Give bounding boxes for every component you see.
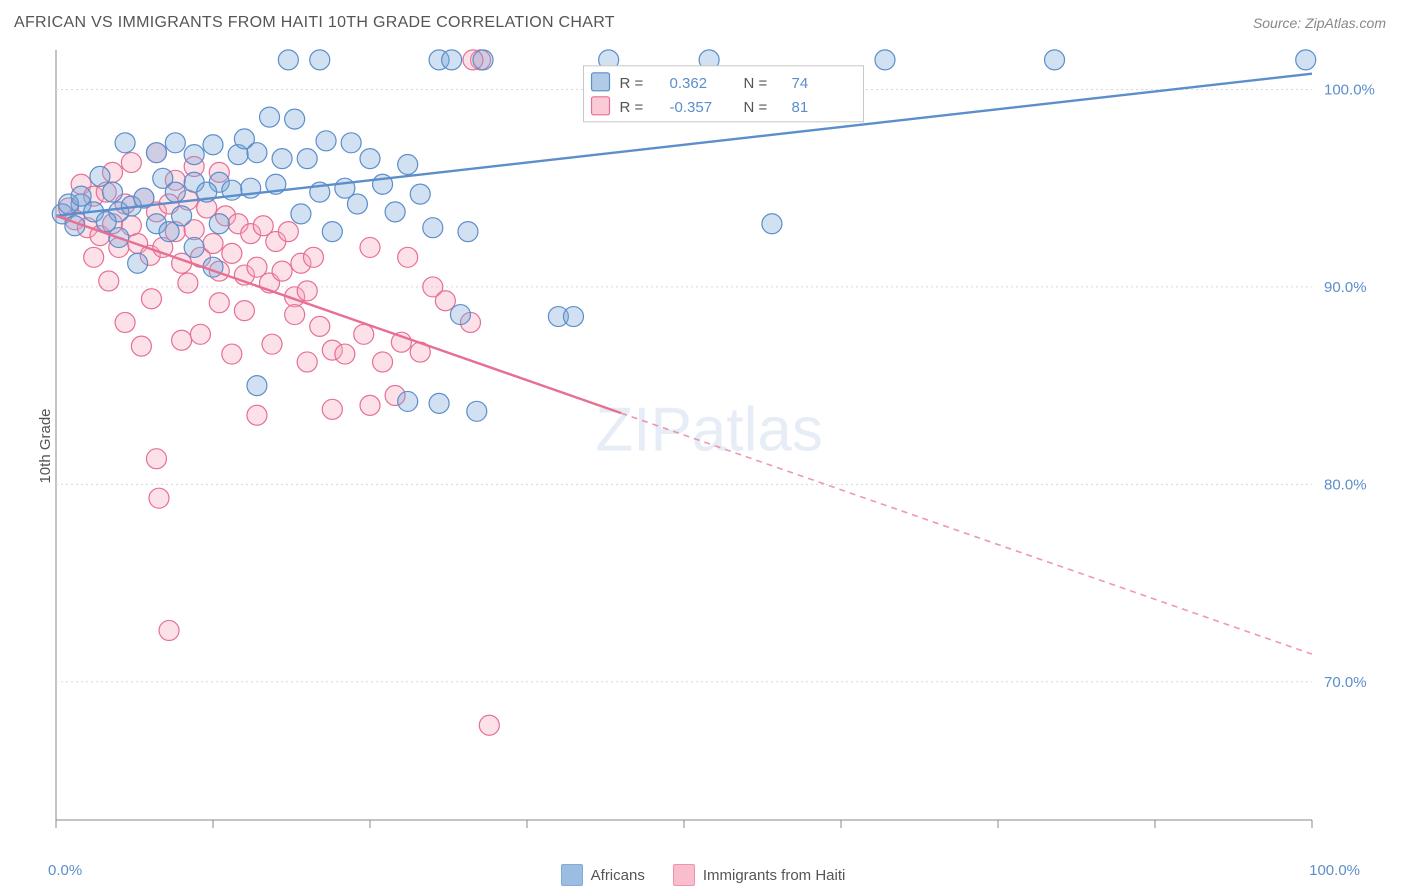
source-name: ZipAtlas.com	[1305, 15, 1386, 31]
legend-label: Immigrants from Haiti	[703, 867, 846, 884]
svg-text:0.362: 0.362	[670, 75, 708, 92]
legend-label: Africans	[591, 867, 645, 884]
chart-title: AFRICAN VS IMMIGRANTS FROM HAITI 10TH GR…	[14, 14, 615, 32]
svg-text:ZIPatlas: ZIPatlas	[595, 395, 822, 464]
svg-text:80.0%: 80.0%	[1324, 476, 1367, 493]
svg-text:81: 81	[792, 99, 809, 116]
svg-text:74: 74	[792, 75, 809, 92]
legend-item-haiti: Immigrants from Haiti	[673, 864, 846, 886]
svg-text:R =: R =	[620, 75, 644, 92]
svg-text:70.0%: 70.0%	[1324, 674, 1367, 691]
svg-text:90.0%: 90.0%	[1324, 279, 1367, 296]
legend-swatch	[561, 864, 583, 886]
source-attribution: Source: ZipAtlas.com	[1253, 15, 1386, 31]
svg-text:R =: R =	[620, 99, 644, 116]
svg-text:N =: N =	[744, 99, 768, 116]
chart-header: AFRICAN VS IMMIGRANTS FROM HAITI 10TH GR…	[0, 0, 1406, 46]
source-prefix: Source:	[1253, 15, 1301, 31]
legend-swatch	[673, 864, 695, 886]
svg-text:100.0%: 100.0%	[1324, 81, 1375, 98]
scatter-chart: 70.0% 80.0% 90.0% 100.0% ZIPatlas R = 0.362 N =…	[48, 46, 1396, 838]
legend-item-africans: Africans	[561, 864, 645, 886]
bottom-legend: Africans Immigrants from Haiti	[0, 864, 1406, 886]
svg-text:-0.357: -0.357	[670, 99, 713, 116]
plot-area: 70.0% 80.0% 90.0% 100.0% ZIPatlas R = 0.362 N =…	[48, 46, 1396, 838]
svg-text:N =: N =	[744, 75, 768, 92]
